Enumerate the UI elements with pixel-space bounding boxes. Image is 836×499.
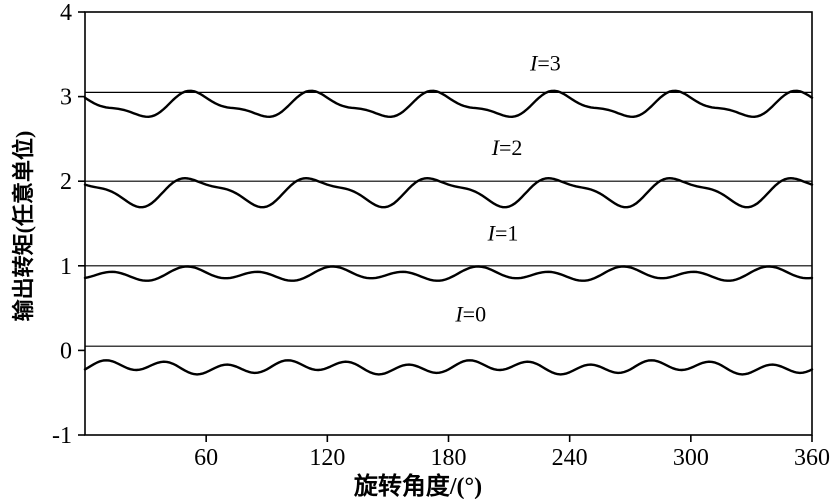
series-label-I0: I=0 (454, 302, 486, 327)
x-tick-label: 300 (673, 445, 709, 471)
x-tick-label: 120 (309, 445, 345, 471)
y-tick-label: -1 (52, 423, 72, 449)
x-tick-label: 180 (431, 445, 467, 471)
x-tick-label: 360 (794, 445, 830, 471)
curve-I0 (83, 359, 814, 376)
y-tick-label: 3 (60, 85, 72, 111)
series-label-I3: I=3 (529, 50, 561, 75)
y-tick-label: 0 (60, 338, 72, 364)
x-tick-label: 240 (552, 445, 588, 471)
y-tick-label: 4 (60, 0, 72, 26)
y-tick-label: 1 (60, 254, 72, 280)
plot-border (84, 11, 813, 436)
curve-I3 (83, 89, 814, 118)
x-tick-label: 60 (194, 445, 218, 471)
y-axis-label: 输出转矩(任意单位) (11, 130, 36, 322)
series-label-I1: I=1 (487, 220, 519, 245)
y-tick-label: 2 (60, 169, 72, 195)
curve-I1 (83, 265, 814, 282)
x-axis-label: 旋转角度/(°) (353, 474, 483, 499)
series-label-I2: I=2 (491, 135, 523, 160)
curve-I2 (83, 177, 814, 209)
